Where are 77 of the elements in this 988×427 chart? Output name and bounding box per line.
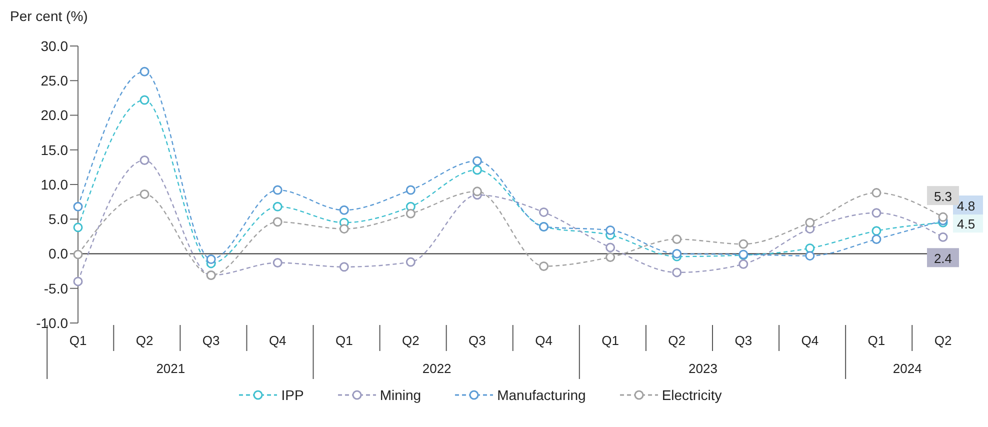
- legend-label: Electricity: [662, 387, 722, 403]
- y-axis-title: Per cent (%): [10, 8, 88, 24]
- y-tick-label: 25.0: [40, 72, 68, 89]
- y-tick-label: 15.0: [40, 142, 68, 158]
- x-tick-label: Q4: [268, 333, 286, 348]
- point: [606, 225, 616, 235]
- point: [339, 205, 349, 215]
- data-label: 4.8: [957, 198, 976, 214]
- point: [805, 243, 815, 253]
- y-tick-label: 5.0: [48, 211, 68, 228]
- point: [872, 234, 882, 244]
- point: [140, 189, 150, 199]
- x-tick-label: Q2: [934, 333, 952, 348]
- x-tick-label: Q2: [402, 333, 420, 348]
- point: [140, 95, 150, 105]
- point: [406, 185, 416, 195]
- text: 2022: [422, 361, 452, 376]
- x-tick-label: Q2: [136, 333, 154, 348]
- x-tick-label: Q3: [202, 333, 220, 348]
- point: [339, 224, 349, 234]
- y-tick-label: 10.0: [40, 176, 68, 192]
- point: [73, 202, 83, 212]
- point: [539, 207, 549, 217]
- legend-label: Manufacturing: [497, 387, 586, 403]
- point: [672, 268, 682, 278]
- point: [140, 156, 150, 166]
- point: [738, 239, 748, 249]
- point: [206, 254, 216, 264]
- point: [472, 156, 482, 166]
- y-tick-label: 0.0: [48, 246, 68, 262]
- point: [805, 218, 815, 228]
- data-label: 4.5: [957, 216, 976, 232]
- point: [872, 226, 882, 236]
- x-tick-label: Q2: [668, 333, 686, 348]
- y-tick-label: 30.0: [40, 38, 68, 54]
- point: [472, 165, 482, 175]
- text: 2024: [892, 361, 922, 376]
- point: [140, 66, 150, 76]
- point: [73, 250, 83, 260]
- y-tick-label: 20.0: [40, 107, 68, 124]
- point: [539, 261, 549, 271]
- text: 2021: [156, 361, 186, 376]
- x-tick-label: Q1: [868, 333, 886, 348]
- point: [272, 258, 282, 268]
- x-tick-label: Q3: [468, 333, 486, 348]
- legend-label: IPP: [281, 387, 304, 403]
- x-tick-label: Q1: [602, 333, 619, 348]
- x-tick-label: Q4: [535, 333, 552, 348]
- point: [406, 208, 416, 218]
- point: [938, 212, 948, 222]
- x-tick-label: Q1: [335, 333, 353, 348]
- y-tick-label: -5.0: [44, 280, 68, 296]
- point: [872, 188, 882, 198]
- legend-label: Mining: [380, 387, 422, 403]
- point: [738, 259, 748, 269]
- x-tick-label: Q1: [69, 333, 87, 348]
- point: [672, 249, 682, 258]
- point: [73, 276, 83, 286]
- point: [938, 232, 948, 242]
- point: [606, 242, 616, 252]
- point: [472, 186, 482, 196]
- point: [73, 222, 83, 232]
- point: [272, 185, 282, 195]
- point: [339, 262, 349, 272]
- point: [406, 257, 416, 267]
- x-tick-label: Q4: [801, 333, 819, 348]
- point: [272, 217, 282, 227]
- text: 2023: [688, 361, 718, 376]
- point: [805, 251, 815, 261]
- x-tick-label: Q3: [734, 333, 752, 348]
- point: [672, 234, 682, 244]
- point: [872, 208, 882, 218]
- data-label: 5.3: [934, 189, 952, 204]
- point: [272, 202, 282, 212]
- point: [606, 252, 616, 262]
- data-label: 2.4: [934, 251, 952, 266]
- y-tick-label: -10.0: [36, 314, 68, 331]
